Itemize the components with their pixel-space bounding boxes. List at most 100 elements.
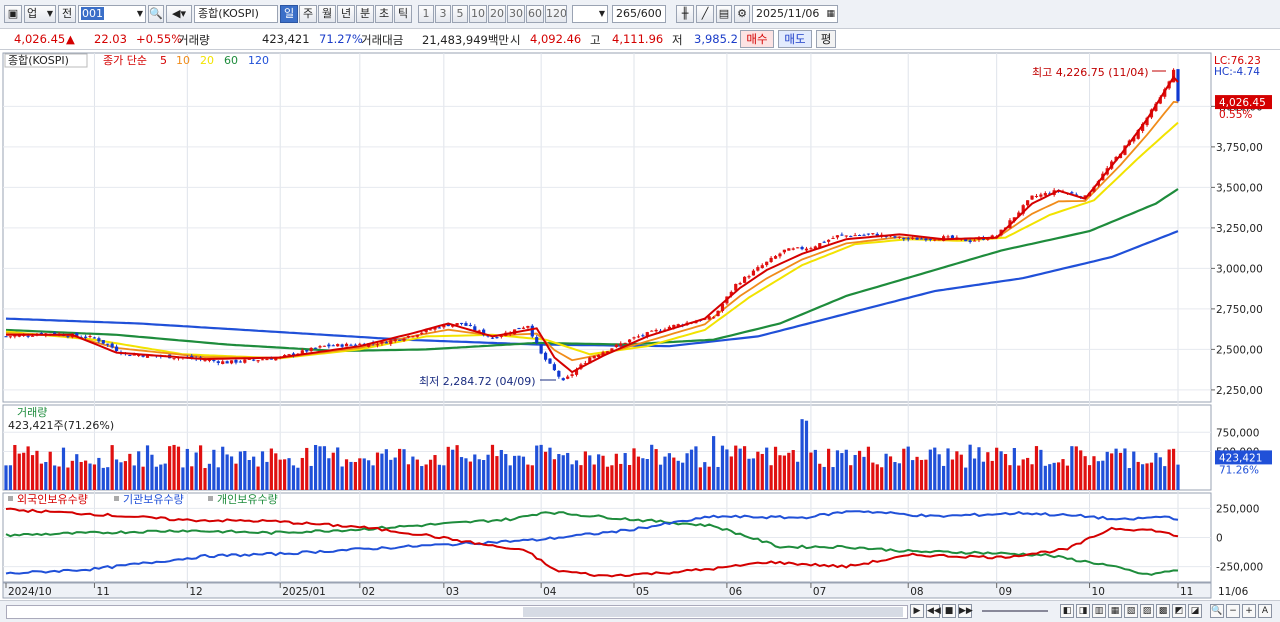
interval-button-0[interactable]: 1 — [418, 5, 434, 23]
candle — [791, 248, 795, 250]
layout-icon[interactable]: ▣ — [4, 5, 22, 23]
candle — [619, 343, 623, 346]
volume-bar — [247, 460, 251, 490]
chart-tool-icon[interactable]: ◩ — [1172, 604, 1186, 618]
period-tab-4[interactable]: 분 — [356, 5, 374, 23]
candle — [265, 359, 269, 361]
scroll-thumb[interactable] — [523, 607, 903, 617]
volume-bar — [145, 445, 150, 490]
interval-button-2[interactable]: 5 — [452, 5, 468, 23]
price-tick-label: 3,500,00 — [1216, 182, 1263, 194]
interval-button-3[interactable]: 10 — [469, 5, 487, 23]
candle — [782, 249, 786, 253]
candle — [827, 239, 831, 242]
candle — [972, 240, 977, 242]
gear-icon[interactable]: ⚙ — [734, 5, 750, 23]
candle — [203, 360, 207, 362]
volume-bar — [875, 464, 879, 490]
fast-forward-icon[interactable]: ▶▶ — [958, 604, 973, 618]
interval-button-4[interactable]: 20 — [488, 5, 506, 23]
high-value: 4,111.96 — [612, 32, 664, 46]
min-price-label: 최저 2,284.72 (04/09) — [419, 375, 536, 388]
interval-button-7[interactable]: 120 — [545, 5, 567, 23]
volume-bar — [769, 465, 773, 490]
average-button[interactable]: 평 — [816, 30, 836, 48]
period-tab-0[interactable]: 일 — [280, 5, 298, 23]
volume-bar — [610, 465, 614, 490]
chart-tool-icon[interactable]: ▧ — [1124, 604, 1138, 618]
mode-button[interactable]: 전 — [58, 5, 76, 23]
font-size-icon[interactable]: A — [1258, 604, 1272, 618]
chart-tool-icon[interactable]: ▦ — [1108, 604, 1122, 618]
magnifier-icon[interactable]: 🔍 — [1210, 604, 1224, 618]
period-tab-5[interactable]: 초 — [375, 5, 393, 23]
interval-select[interactable]: ▼ — [572, 5, 608, 23]
stop-icon[interactable]: ■ — [942, 604, 956, 618]
month-label: 09 — [999, 586, 1012, 598]
candle — [1145, 117, 1149, 126]
count-input[interactable]: 265/600 — [612, 5, 666, 23]
chart-tool-icon[interactable]: ▥ — [1092, 604, 1106, 618]
volume-bar — [517, 455, 521, 490]
volume-bar — [278, 459, 282, 490]
chart-tool-icon[interactable]: ▨ — [1140, 604, 1154, 618]
volume-bar — [309, 465, 313, 490]
speaker-icon[interactable]: ◀▾ — [166, 5, 192, 23]
chart-tool-icon[interactable]: ◧ — [1060, 604, 1074, 618]
volume-bar — [358, 458, 362, 490]
period-tab-3[interactable]: 년 — [337, 5, 355, 23]
rewind-icon[interactable]: ◀◀ — [926, 604, 941, 618]
buy-button[interactable]: 매수 — [740, 30, 774, 48]
candle — [521, 327, 526, 329]
sell-button[interactable]: 매도 — [778, 30, 812, 48]
volume-bar — [521, 456, 526, 490]
period-tab-6[interactable]: 틱 — [394, 5, 412, 23]
candle — [473, 326, 477, 331]
volume-bar — [455, 445, 459, 490]
volume-bar — [893, 462, 897, 490]
scroll-right-icon[interactable]: ▶ — [910, 604, 924, 618]
month-label: 11 — [96, 586, 109, 598]
volume-bar — [959, 454, 963, 490]
volume-bar — [862, 456, 866, 490]
candle — [446, 324, 450, 327]
period-tab-2[interactable]: 월 — [318, 5, 336, 23]
volume-bar — [725, 449, 729, 490]
date-input[interactable]: 2025/11/06 ▦ — [752, 5, 838, 23]
search-icon[interactable]: 🔍 — [148, 5, 164, 23]
kospi-chart[interactable]: 2024/10 11 12 2025/01 02 03 04 05 06 07 08 09 10 11 11… — [0, 50, 1280, 600]
volume-bar — [340, 466, 344, 490]
candle — [627, 339, 632, 343]
candle — [238, 361, 242, 363]
market-label: 업 — [27, 7, 38, 20]
chart-tool-icon[interactable]: ◪ — [1188, 604, 1202, 618]
volume-bar — [871, 462, 875, 490]
low-label: 저 — [672, 33, 683, 47]
scroll-track[interactable] — [6, 605, 908, 619]
zoom-in-icon[interactable]: + — [1242, 604, 1256, 618]
draw-tool-icon[interactable]: ╱ — [696, 5, 714, 23]
zoom-out-icon[interactable]: − — [1226, 604, 1240, 618]
hc-label: HC:-4.74 — [1214, 66, 1260, 78]
volume-bar — [751, 458, 756, 490]
candle — [557, 370, 561, 377]
candle-icon[interactable]: ╫ — [676, 5, 694, 23]
chart-tool-icon[interactable]: ▩ — [1156, 604, 1170, 618]
candle — [933, 239, 937, 241]
candle — [937, 239, 941, 241]
interval-button-5[interactable]: 30 — [507, 5, 525, 23]
month-label: 08 — [910, 586, 923, 598]
save-icon[interactable]: ▤ — [716, 5, 732, 23]
interval-button-1[interactable]: 3 — [435, 5, 451, 23]
candle — [605, 351, 610, 354]
period-tab-1[interactable]: 주 — [299, 5, 317, 23]
volume-bar — [84, 460, 88, 490]
market-select[interactable]: 업 ▼ — [24, 5, 56, 23]
interval-button-6[interactable]: 60 — [526, 5, 544, 23]
volume-bar — [490, 444, 495, 490]
volume-bar — [283, 459, 287, 490]
chart-tool-icon[interactable]: ◨ — [1076, 604, 1090, 618]
code-input[interactable]: 001 ▼ — [78, 5, 146, 23]
volume-bar — [344, 459, 349, 490]
zoom-slider[interactable] — [982, 610, 1048, 612]
